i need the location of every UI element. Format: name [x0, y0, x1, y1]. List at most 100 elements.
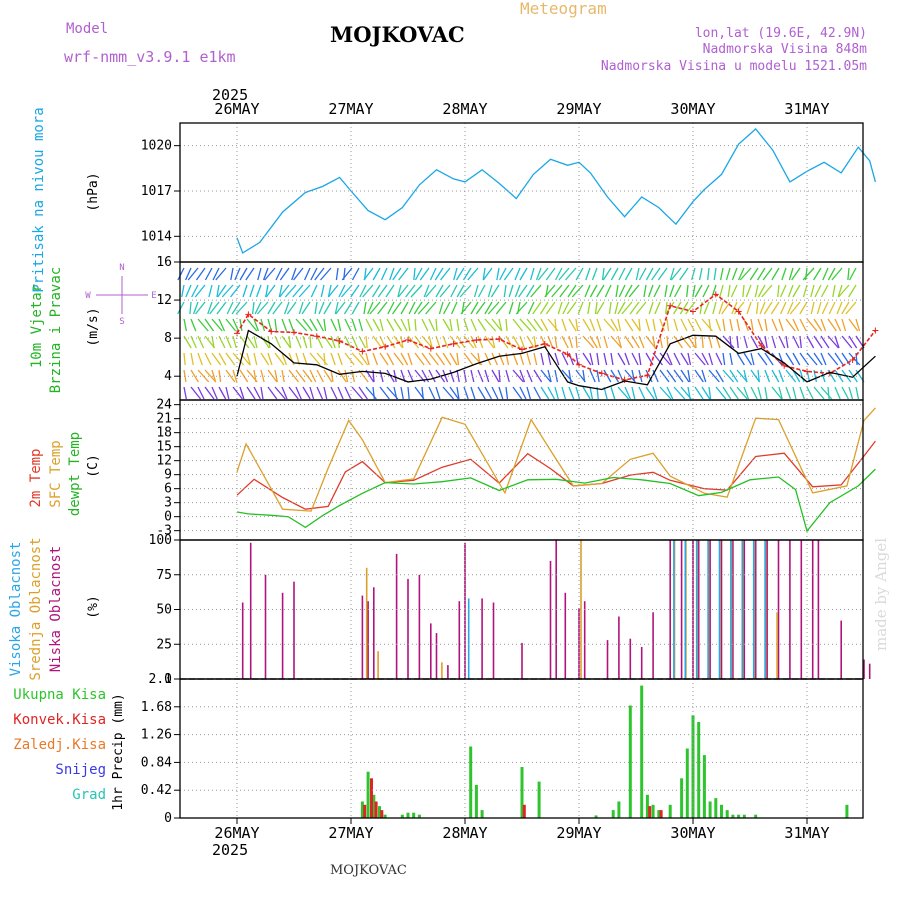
- wind-barb: [554, 335, 558, 349]
- wind-barb: [532, 301, 542, 315]
- wind-barb: [545, 267, 556, 281]
- wind-barb: [260, 369, 265, 383]
- wind-barb: [475, 301, 486, 315]
- wind-barb: [757, 284, 766, 298]
- wind-barb: [267, 301, 276, 315]
- wind-barb: [652, 318, 656, 332]
- cloud-low-bar: [564, 592, 567, 679]
- wind-barb: [789, 301, 801, 315]
- precip-total-bar: [412, 812, 416, 818]
- precip-total-bar: [714, 798, 718, 818]
- wind-barb: [610, 267, 619, 281]
- wind-barb: [628, 284, 640, 298]
- wind-barb: [407, 352, 413, 366]
- wind-barb: [708, 352, 714, 366]
- wind-barb: [439, 284, 451, 298]
- wind-barb: [673, 386, 686, 400]
- wind-barb: [260, 318, 266, 332]
- wind-barb: [617, 386, 630, 400]
- cloud-low-bar: [481, 598, 483, 679]
- wind-barb: [582, 369, 586, 383]
- wind-barb: [822, 267, 829, 281]
- wind-barb: [638, 318, 641, 332]
- wind-barb: [736, 352, 745, 366]
- wind-barb: [327, 284, 339, 298]
- wind-barb: [585, 267, 591, 281]
- wind-barb: [831, 267, 843, 281]
- wind-barb: [330, 335, 336, 349]
- wind-gust-marker: [598, 370, 605, 377]
- wind-barb: [246, 386, 256, 400]
- wind-barb: [386, 352, 395, 366]
- wind-barb: [316, 318, 324, 332]
- wind-barb: [363, 301, 367, 315]
- wind-barb: [540, 369, 552, 383]
- wind-barb: [302, 335, 308, 349]
- wind-barb: [484, 318, 497, 332]
- wind-barb: [514, 284, 521, 298]
- wind-barb: [659, 386, 672, 400]
- wind-barb: [239, 386, 245, 400]
- year-bottom: 2025: [212, 841, 248, 859]
- precip-total-bar: [731, 814, 735, 818]
- wind-barb: [514, 267, 521, 281]
- wind-barb: [397, 284, 402, 298]
- cloud-low-bar: [680, 540, 683, 679]
- wind-barb: [498, 318, 503, 332]
- date-label-bottom: 29MAY: [556, 824, 601, 842]
- wind-barb: [567, 284, 577, 298]
- y-tick-label: 24: [156, 398, 172, 413]
- wind-barb: [249, 284, 255, 298]
- wind-barb: [309, 386, 315, 400]
- compass-icon: N W E S: [85, 263, 156, 327]
- wind-barb: [365, 335, 368, 349]
- wind-barb: [423, 284, 430, 298]
- wind-barb: [631, 318, 641, 332]
- precip-total-bar: [383, 814, 387, 818]
- temp-unit: (C): [86, 454, 101, 477]
- wind-barb: [211, 318, 223, 332]
- wind-barb: [197, 352, 203, 366]
- pressure-panel: 1014 1017 1020: [141, 122, 864, 263]
- wind-barb: [777, 284, 780, 298]
- pressure-ylabels: Pritisak na nivou mora (hPa): [31, 107, 101, 292]
- precip-conv-bar: [522, 804, 526, 818]
- precipitation-panel: 0 0.42 0.84 1.26 1.68 2.1: [141, 672, 864, 826]
- wind-barb: [770, 301, 780, 315]
- wind-barb: [648, 301, 654, 315]
- date-label-top: 30MAY: [670, 100, 715, 118]
- wind-barb: [365, 318, 373, 332]
- wind-barb: [814, 284, 822, 298]
- wind-barb: [309, 335, 312, 349]
- wind-barb: [652, 335, 656, 349]
- wind-barb: [715, 369, 724, 383]
- wind-barb: [764, 369, 771, 383]
- cloud-high-bar: [718, 540, 721, 679]
- wind-barb: [425, 301, 437, 315]
- wind-barb: [482, 267, 493, 281]
- wind-barb: [561, 318, 567, 332]
- precip-legend: Ukupna Kisa Konvek.Kisa Zaledj.Kisa Snij…: [13, 687, 126, 811]
- wind-barb: [518, 284, 528, 298]
- precip-total-bar: [628, 705, 632, 818]
- wind-barb: [582, 386, 591, 400]
- wind-barb: [187, 267, 199, 281]
- wind-barb: [456, 352, 460, 366]
- wind-barb: [763, 301, 773, 315]
- wind-barb: [554, 318, 557, 332]
- wind-barb: [725, 267, 731, 281]
- wind-barb: [204, 335, 216, 349]
- wind-barb: [344, 352, 355, 366]
- wind-barb: [575, 267, 584, 281]
- y-tick-label: 75: [156, 568, 172, 583]
- wind-barb: [562, 301, 570, 315]
- wind-gust-marker: [519, 346, 525, 353]
- wind-barb: [498, 386, 504, 400]
- wind-barb: [372, 318, 381, 332]
- wind-barb: [372, 284, 381, 298]
- wind-barb: [722, 352, 726, 366]
- cloud-low-bar: [418, 574, 421, 680]
- precip-total-bar: [406, 812, 410, 818]
- precip-total-bar: [469, 746, 473, 818]
- wind-barb: [799, 369, 805, 383]
